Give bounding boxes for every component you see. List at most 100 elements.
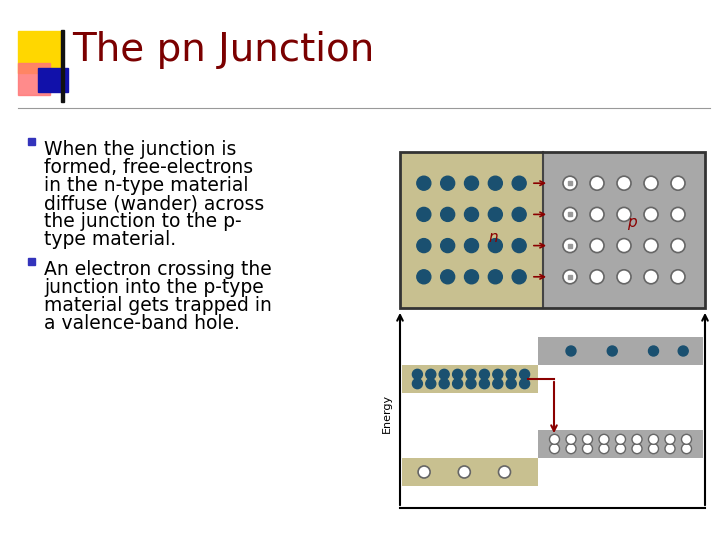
Circle shape bbox=[426, 369, 436, 379]
Text: material gets trapped in: material gets trapped in bbox=[44, 296, 272, 315]
Bar bbox=[568, 181, 572, 185]
Circle shape bbox=[566, 444, 576, 454]
Circle shape bbox=[520, 369, 530, 379]
Bar bbox=[38, 68, 68, 92]
Circle shape bbox=[590, 270, 604, 284]
Text: n: n bbox=[488, 230, 498, 245]
Circle shape bbox=[413, 379, 423, 389]
Circle shape bbox=[488, 176, 503, 190]
Text: p: p bbox=[627, 215, 637, 230]
Circle shape bbox=[671, 176, 685, 190]
Text: When the junction is: When the junction is bbox=[44, 140, 236, 159]
Circle shape bbox=[466, 379, 476, 389]
Circle shape bbox=[590, 176, 604, 190]
Circle shape bbox=[512, 207, 526, 221]
Circle shape bbox=[649, 444, 659, 454]
Circle shape bbox=[566, 346, 576, 356]
Bar bbox=[28, 258, 35, 265]
Circle shape bbox=[644, 207, 658, 221]
Circle shape bbox=[644, 176, 658, 190]
Text: in the n-type material: in the n-type material bbox=[44, 176, 248, 195]
Circle shape bbox=[616, 444, 626, 454]
Circle shape bbox=[678, 346, 688, 356]
Circle shape bbox=[466, 369, 476, 379]
Circle shape bbox=[418, 466, 430, 478]
Bar bbox=[568, 212, 572, 217]
Circle shape bbox=[590, 239, 604, 253]
Circle shape bbox=[549, 444, 559, 454]
Circle shape bbox=[512, 239, 526, 253]
Circle shape bbox=[649, 346, 659, 356]
Bar bbox=[538, 430, 703, 458]
Circle shape bbox=[617, 270, 631, 284]
Bar bbox=[61, 30, 63, 102]
Bar bbox=[568, 244, 572, 248]
Circle shape bbox=[563, 207, 577, 221]
Text: junction into the p-type: junction into the p-type bbox=[44, 278, 264, 297]
Circle shape bbox=[459, 466, 470, 478]
Circle shape bbox=[563, 239, 577, 253]
Circle shape bbox=[441, 207, 454, 221]
Circle shape bbox=[488, 270, 503, 284]
Bar bbox=[18, 31, 60, 73]
Circle shape bbox=[488, 239, 503, 253]
Circle shape bbox=[439, 379, 449, 389]
Circle shape bbox=[417, 207, 431, 221]
Text: a valence-band hole.: a valence-band hole. bbox=[44, 314, 240, 333]
Circle shape bbox=[682, 444, 691, 454]
Circle shape bbox=[492, 379, 503, 389]
Circle shape bbox=[417, 270, 431, 284]
Circle shape bbox=[441, 239, 454, 253]
Circle shape bbox=[464, 239, 479, 253]
Circle shape bbox=[506, 379, 516, 389]
Circle shape bbox=[441, 176, 454, 190]
Bar bbox=[543, 152, 705, 308]
Circle shape bbox=[617, 207, 631, 221]
Circle shape bbox=[632, 444, 642, 454]
Text: Energy: Energy bbox=[382, 394, 392, 433]
Circle shape bbox=[644, 239, 658, 253]
Circle shape bbox=[665, 434, 675, 444]
Circle shape bbox=[512, 270, 526, 284]
Circle shape bbox=[426, 379, 436, 389]
Bar bbox=[400, 152, 543, 308]
Circle shape bbox=[439, 369, 449, 379]
Bar bbox=[568, 275, 572, 279]
Circle shape bbox=[599, 444, 609, 454]
Circle shape bbox=[682, 434, 691, 444]
Text: the junction to the p-: the junction to the p- bbox=[44, 212, 242, 231]
Circle shape bbox=[671, 239, 685, 253]
Circle shape bbox=[617, 176, 631, 190]
Circle shape bbox=[417, 176, 431, 190]
Circle shape bbox=[632, 434, 642, 444]
Circle shape bbox=[644, 270, 658, 284]
Circle shape bbox=[607, 346, 617, 356]
Circle shape bbox=[512, 176, 526, 190]
Circle shape bbox=[563, 176, 577, 190]
Circle shape bbox=[590, 207, 604, 221]
Circle shape bbox=[617, 239, 631, 253]
Circle shape bbox=[453, 379, 463, 389]
Text: formed, free-electrons: formed, free-electrons bbox=[44, 158, 253, 177]
Circle shape bbox=[566, 434, 576, 444]
Circle shape bbox=[480, 369, 490, 379]
Circle shape bbox=[506, 369, 516, 379]
Circle shape bbox=[616, 434, 626, 444]
Circle shape bbox=[464, 207, 479, 221]
Text: diffuse (wander) across: diffuse (wander) across bbox=[44, 194, 264, 213]
Text: An electron crossing the: An electron crossing the bbox=[44, 260, 271, 279]
Circle shape bbox=[413, 369, 423, 379]
Circle shape bbox=[582, 434, 593, 444]
Circle shape bbox=[671, 270, 685, 284]
Circle shape bbox=[480, 379, 490, 389]
Circle shape bbox=[417, 239, 431, 253]
Circle shape bbox=[520, 379, 530, 389]
Circle shape bbox=[498, 466, 510, 478]
Circle shape bbox=[549, 434, 559, 444]
Circle shape bbox=[464, 270, 479, 284]
Circle shape bbox=[563, 270, 577, 284]
Bar bbox=[538, 337, 703, 365]
Text: The pn Junction: The pn Junction bbox=[72, 31, 374, 69]
Circle shape bbox=[671, 207, 685, 221]
Circle shape bbox=[582, 444, 593, 454]
